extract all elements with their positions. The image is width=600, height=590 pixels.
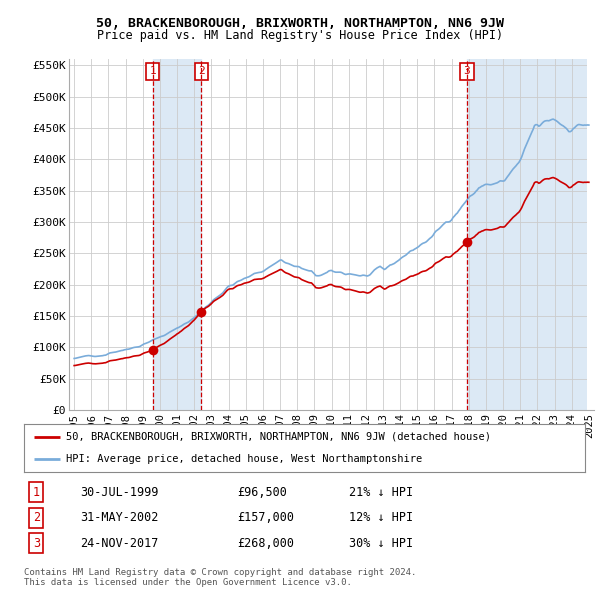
Bar: [587, 59, 594, 410]
Text: Price paid vs. HM Land Registry's House Price Index (HPI): Price paid vs. HM Land Registry's House …: [97, 29, 503, 42]
Text: 21% ↓ HPI: 21% ↓ HPI: [349, 486, 413, 499]
Text: 30-JUL-1999: 30-JUL-1999: [80, 486, 158, 499]
Text: £157,000: £157,000: [237, 511, 294, 525]
Text: 12% ↓ HPI: 12% ↓ HPI: [349, 511, 413, 525]
Bar: [467, 59, 594, 410]
Text: 3: 3: [33, 537, 40, 550]
Text: 50, BRACKENBOROUGH, BRIXWORTH, NORTHAMPTON, NN6 9JW: 50, BRACKENBOROUGH, BRIXWORTH, NORTHAMPT…: [96, 17, 504, 30]
Bar: [153, 59, 202, 410]
Text: 1: 1: [33, 486, 40, 499]
Text: 1: 1: [149, 66, 156, 76]
Text: 30% ↓ HPI: 30% ↓ HPI: [349, 537, 413, 550]
Text: HPI: Average price, detached house, West Northamptonshire: HPI: Average price, detached house, West…: [66, 454, 422, 464]
Text: 2: 2: [33, 511, 40, 525]
Text: £268,000: £268,000: [237, 537, 294, 550]
Text: 2: 2: [198, 66, 205, 76]
Text: 3: 3: [464, 66, 470, 76]
Text: 31-MAY-2002: 31-MAY-2002: [80, 511, 158, 525]
Text: £96,500: £96,500: [237, 486, 287, 499]
Text: This data is licensed under the Open Government Licence v3.0.: This data is licensed under the Open Gov…: [24, 578, 352, 587]
Text: 24-NOV-2017: 24-NOV-2017: [80, 537, 158, 550]
Text: 50, BRACKENBOROUGH, BRIXWORTH, NORTHAMPTON, NN6 9JW (detached house): 50, BRACKENBOROUGH, BRIXWORTH, NORTHAMPT…: [66, 432, 491, 442]
Text: Contains HM Land Registry data © Crown copyright and database right 2024.: Contains HM Land Registry data © Crown c…: [24, 568, 416, 576]
